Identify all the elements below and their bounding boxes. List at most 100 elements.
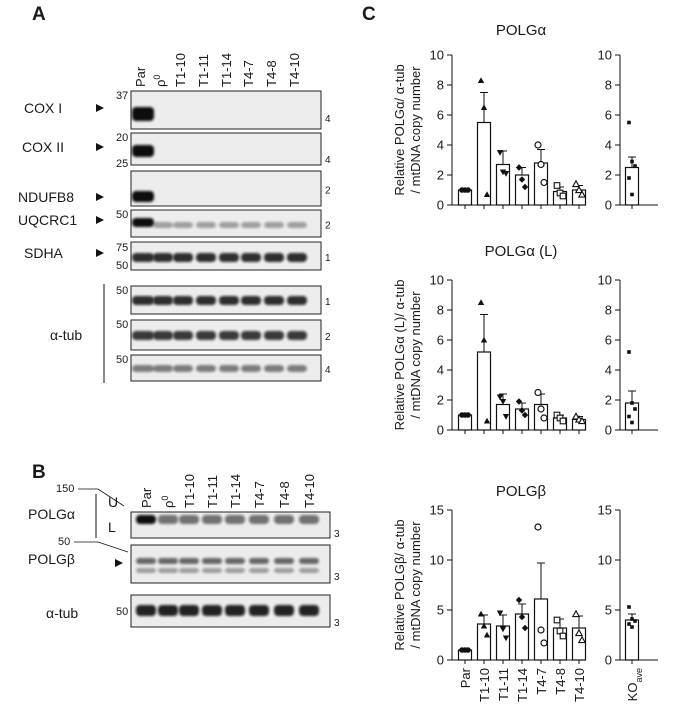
lane-label-superscript: 0 [152,75,162,80]
data-point [571,179,581,188]
band [202,515,222,524]
band [241,365,261,372]
blot-b-polgb: 3 [130,544,340,584]
b-lane-label-1: ρ0 [160,496,176,508]
ko-data-point [630,159,634,164]
y-tick-label: 15 [598,503,612,518]
exposure-label: 1 [325,253,331,264]
ko-data-point [630,617,634,621]
lane-label-7: T4-10 [287,53,302,87]
ko-data-point [633,619,637,623]
data-point [502,170,510,177]
data-point [465,647,471,653]
y-tick-label: 0 [605,653,612,668]
band [274,515,294,524]
blot-row-7: 50 4 [116,354,331,382]
bar [476,351,492,431]
y-tick-label: 2 [605,393,612,408]
data-point [571,412,581,420]
band [249,558,269,564]
data-point [499,169,507,176]
data-point [534,523,542,531]
band [219,253,239,262]
band [241,331,261,340]
data-point [483,631,491,638]
data-point [574,628,584,637]
blot-b: 3 3 3 POLGα POLGβ α-tub UL 150 50 50 [28,483,340,629]
data-point [515,398,523,405]
x-category-label-ko: KOave [625,668,644,701]
blot-row-1: 20 4 COX II [22,132,331,166]
band [202,605,222,616]
ko-data-point [627,350,631,354]
band [173,253,193,262]
mw-marker: 75 [116,242,128,254]
ko-data-point [627,605,631,609]
row-label-polgb: POLGβ [28,551,75,567]
band [136,558,156,564]
band [173,331,193,340]
data-point [574,185,584,194]
ko-data-point [630,401,634,405]
band [196,222,216,228]
data-point [571,609,581,618]
panel-letter-c: C [362,4,376,25]
lane-label-6: T4-8 [264,60,279,87]
blot-row-6: 50 2 [116,319,331,351]
band [136,515,156,524]
blot-row-3: 50 2 UQCRC1 [18,209,331,238]
band [299,568,319,573]
band [153,222,173,228]
row-label: NDUFB8 [18,189,74,205]
u-label: U [108,494,118,510]
x-category-label: T1-14 [515,668,530,702]
bar [514,613,530,661]
band [241,222,261,228]
y-tick-label: 8 [437,78,444,93]
band [173,365,193,372]
y-tick-label: 6 [605,333,612,348]
y-tick-label: 4 [605,138,612,153]
band [249,515,269,524]
band [153,331,173,340]
data-point [499,398,507,405]
arrow-marker [96,216,104,224]
data-point [480,104,488,111]
ko-data-point [627,414,631,419]
y-tick-label: 10 [430,48,444,63]
y-tick-label: 8 [605,303,612,318]
y-axis-label: Relative POLGα (L)/ α-tub [392,280,407,431]
b-lane-label-5: T4-7 [252,481,267,508]
y-tick-label: 2 [437,168,444,183]
lane-label-0: Par [133,66,148,87]
data-point [534,141,542,149]
exposure-label: 2 [325,221,331,232]
exposure-label: 3 [334,529,340,540]
ko-data-point [630,420,634,425]
band [202,558,222,564]
band [196,296,216,305]
data-point [480,336,488,343]
data-point [537,160,545,169]
data-point [559,417,567,425]
band [196,253,216,262]
mw-marker: 37 [116,90,128,102]
ko-data-point [630,192,634,197]
band [153,253,173,262]
y-tick-label: 15 [430,503,444,518]
band [299,558,319,564]
lane-label-2: T1-10 [173,53,188,87]
band [179,515,199,524]
data-point [534,388,542,397]
data-point [477,610,485,617]
b-lane-label-4: T1-14 [228,474,243,508]
exposure-label: 4 [325,155,331,166]
band [264,222,284,228]
lane-label-4: T1-14 [219,53,234,87]
band [219,296,239,305]
data-point [559,192,567,200]
y-tick-label: 10 [598,553,612,568]
band [153,365,173,372]
